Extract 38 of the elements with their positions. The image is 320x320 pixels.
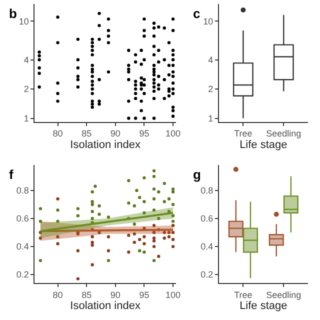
x-tick-label: 80 bbox=[52, 290, 63, 300]
y-tick-label: 10 bbox=[18, 16, 29, 26]
x-tick-label: Seedling bbox=[266, 290, 302, 300]
y-tick-label: 0.8 bbox=[16, 186, 29, 196]
x-tick-label: Seedling bbox=[266, 128, 302, 139]
chart-title: f bbox=[9, 167, 14, 182]
y-tick-label: 4 bbox=[24, 54, 29, 65]
y-tick-label: 2 bbox=[208, 84, 214, 94]
x-axis-title: Life stage bbox=[240, 138, 288, 151]
x-tick-label: Tree bbox=[234, 128, 252, 139]
y-tick-label: 0.6 bbox=[200, 214, 214, 224]
y-tick-label: 0.6 bbox=[16, 214, 29, 224]
y-tick-label: 1 bbox=[24, 113, 29, 124]
x-tick-label: Tree bbox=[234, 290, 252, 300]
y-tick-label: 0.2 bbox=[16, 270, 29, 280]
x-axis-title: Isolation index bbox=[70, 300, 141, 312]
y-tick-label: 4 bbox=[208, 54, 214, 65]
y-tick-label: 0.8 bbox=[200, 186, 214, 196]
x-tick-label: 85 bbox=[82, 128, 92, 139]
x-tick-label: 100 bbox=[166, 290, 181, 300]
x-axis-title: Life stage bbox=[240, 300, 288, 312]
y-tick-label: 0.2 bbox=[200, 270, 214, 280]
x-tick-label: 80 bbox=[52, 128, 63, 139]
y-tick-label: 10 bbox=[203, 16, 214, 26]
x-tick-label: 90 bbox=[110, 290, 120, 300]
x-tick-label: 95 bbox=[139, 290, 150, 300]
x-tick-label: 85 bbox=[82, 290, 92, 300]
x-tick-label: 90 bbox=[110, 128, 120, 139]
chart-title: g bbox=[193, 167, 201, 182]
y-tick-label: 0.4 bbox=[200, 242, 214, 252]
x-axis-title: Isolation index bbox=[70, 138, 141, 151]
y-tick-label: 0.4 bbox=[16, 242, 29, 252]
y-tick-label: 1 bbox=[208, 113, 214, 124]
y-tick-label: 2 bbox=[24, 84, 29, 94]
x-tick-label: 100 bbox=[166, 128, 181, 139]
chart-title: b bbox=[9, 6, 17, 21]
chart-title: c bbox=[193, 6, 200, 21]
x-tick-label: 95 bbox=[139, 128, 150, 139]
